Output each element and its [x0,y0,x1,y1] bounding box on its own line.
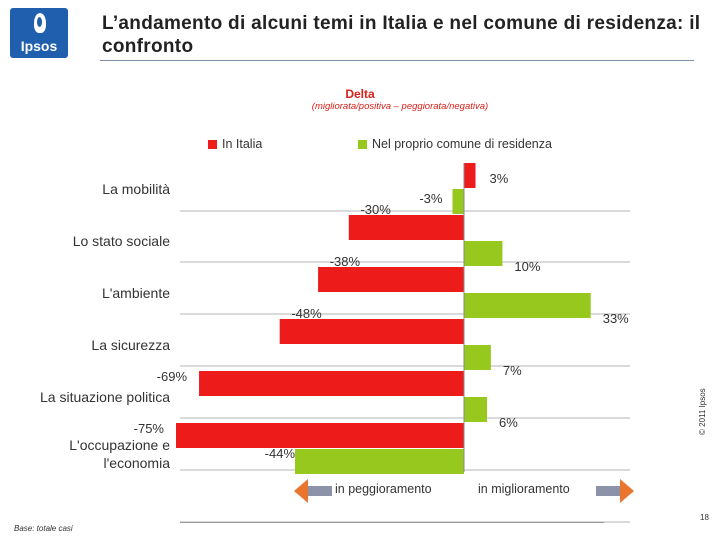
bar-italia [348,215,464,240]
data-label: 7% [503,363,522,378]
data-label: 6% [499,415,518,430]
logo-text: Ipsos [20,38,58,54]
data-label: -38% [330,254,361,269]
title-divider [100,60,694,61]
bar-italia [176,423,464,448]
axis-label-left: in peggioramento [335,482,432,496]
ipsos-logo-icon [34,13,46,33]
data-label: -48% [291,306,322,321]
data-label: 3% [490,171,509,186]
axis-label-right: in miglioramento [478,482,570,496]
legend-swatch-italia [208,139,217,149]
bar-comune [452,189,464,214]
category-label: L'ambiente [102,285,170,301]
bar-italia [464,163,476,188]
legend-item-comune: Nel proprio comune di residenza [358,137,552,151]
category-label: Lo stato sociale [73,233,170,249]
data-label: 33% [603,311,629,326]
legend-swatch-comune [358,139,367,149]
legend-item-italia: In Italia [208,137,262,151]
ipsos-logo: Ipsos [10,8,68,58]
base-note: Base: totale casi [14,524,73,533]
arrow-left-body [306,486,332,496]
category-label: La situazione politica [40,389,170,405]
data-label: -44% [265,446,296,461]
arrow-right-body [596,486,622,496]
bar-comune [464,345,491,370]
bar-comune [464,241,503,266]
page-number: 18 [700,513,709,522]
chart-title: Delta [345,87,375,101]
page-title: L’andamento di alcuni temi in Italia e n… [102,13,701,57]
bar-comune [464,293,591,318]
copyright-note: © 2011 Ipsos [698,388,707,435]
bar-italia [279,319,464,344]
chart-subtitle: (migliorata/positiva – peggiorata/negati… [311,101,489,112]
footer-divider [180,522,604,523]
legend-label-italia: In Italia [222,137,263,151]
data-label: 10% [514,259,540,274]
category-label: l'economia [104,455,171,471]
category-label: La mobilità [102,181,170,197]
arrow-left-icon [294,479,308,503]
data-label: -3% [419,191,443,206]
bar-italia [199,371,465,396]
bar-comune [295,449,464,474]
data-label: -75% [134,421,165,436]
category-label: La sicurezza [91,337,170,353]
legend-label-comune: Nel proprio comune di residenza [372,137,552,151]
arrow-right-icon [620,479,634,503]
category-label: L'occupazione e [69,437,170,453]
bar-italia [318,267,464,292]
data-label: -69% [157,369,188,384]
data-label: -30% [360,202,391,217]
bar-comune [464,397,488,422]
